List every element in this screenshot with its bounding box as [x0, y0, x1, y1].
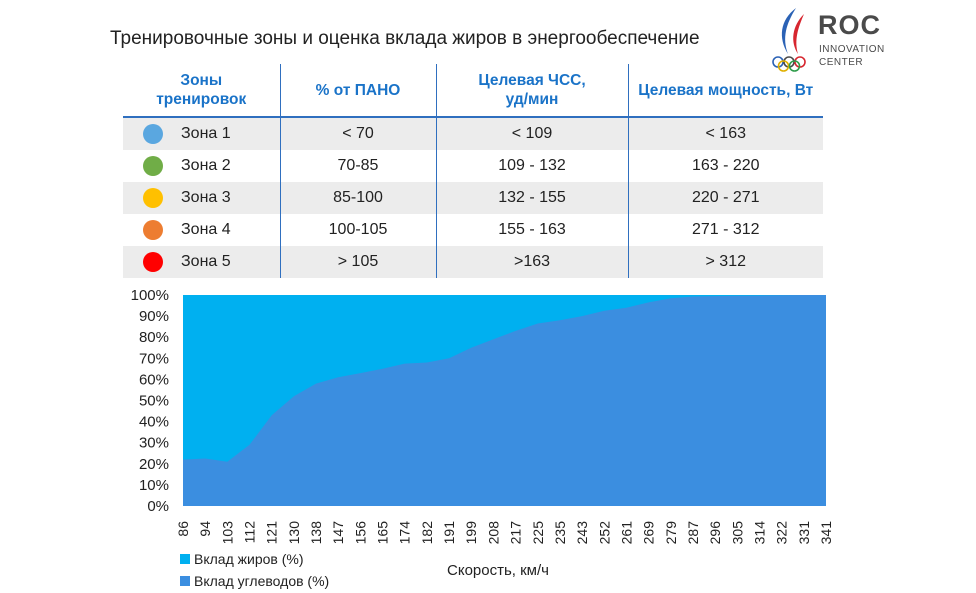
pano-cell: > 105 [279, 246, 436, 278]
x-tick-label: 94 [197, 521, 213, 537]
x-tick-label: 182 [419, 521, 435, 545]
zone-name: Зона 5 [181, 253, 231, 270]
power-cell: 220 - 271 [627, 182, 823, 214]
logo-word: ROC [818, 10, 881, 40]
power-cell: > 312 [627, 246, 823, 278]
zone-color-dot [143, 188, 163, 208]
hr-cell: 132 - 155 [435, 182, 628, 214]
pano-cell: 85-100 [279, 182, 436, 214]
x-tick-label: 243 [574, 521, 590, 545]
header-hr: Целевая ЧСС, уд/мин [435, 64, 628, 118]
training-zones-table: Зоны тренировок % от ПАНО Целевая ЧСС, у… [123, 64, 823, 278]
pano-cell: 70-85 [279, 150, 436, 182]
x-tick-label: 305 [729, 521, 745, 545]
hr-cell: 109 - 132 [435, 150, 628, 182]
zone-cell: Зона 5 [123, 246, 280, 278]
x-tick-label: 314 [751, 521, 767, 545]
zone-cell: Зона 2 [123, 150, 280, 182]
power-cell: 271 - 312 [627, 214, 823, 246]
x-tick-label: 341 [818, 521, 834, 545]
zone-cell: Зона 1 [123, 117, 280, 150]
legend-label-fat: Вклад жиров (%) [194, 551, 304, 567]
table-row: Зона 3 85-100 132 - 155 220 - 271 [123, 182, 823, 214]
table-row: Зона 1 < 70 < 109 < 163 [123, 117, 823, 150]
x-tick-label: 296 [707, 521, 723, 545]
x-tick-label: 138 [308, 521, 324, 545]
roc-logo: ROC INNOVATION CENTER [770, 6, 900, 72]
y-tick-label: 0% [147, 498, 169, 515]
logo-subtitle-line2: CENTER [819, 57, 864, 68]
x-tick-label: 331 [796, 521, 812, 545]
zone-name: Зона 2 [181, 157, 231, 174]
zone-color-dot [143, 252, 163, 272]
hr-cell: >163 [435, 246, 628, 278]
x-tick-label: 279 [663, 521, 679, 545]
y-tick-label: 60% [139, 371, 169, 388]
zone-name: Зона 4 [181, 221, 231, 238]
y-tick-label: 50% [139, 393, 169, 410]
zone-cell: Зона 3 [123, 182, 280, 214]
chart-legend: Вклад жиров (%) Вклад углеводов (%) [180, 548, 329, 592]
x-axis-label: Скорость, км/ч [447, 562, 549, 579]
y-tick-label: 40% [139, 414, 169, 431]
table-row: Зона 5 > 105 >163 > 312 [123, 246, 823, 278]
legend-item-fat: Вклад жиров (%) [180, 548, 329, 570]
x-tick-label: 217 [508, 521, 524, 545]
x-tick-label: 269 [641, 521, 657, 545]
x-tick-label: 235 [552, 521, 568, 545]
x-tick-label: 225 [530, 521, 546, 545]
power-cell: < 163 [627, 117, 823, 150]
x-tick-label: 121 [264, 521, 280, 545]
pano-cell: 100-105 [279, 214, 436, 246]
x-tick-label: 208 [485, 521, 501, 545]
table-header-row: Зоны тренировок % от ПАНО Целевая ЧСС, у… [123, 64, 823, 118]
legend-label-carbs: Вклад углеводов (%) [194, 573, 330, 589]
zone-cell: Зона 4 [123, 214, 280, 246]
legend-swatch-carbs [180, 576, 190, 586]
x-tick-label: 130 [286, 521, 302, 545]
y-tick-label: 90% [139, 308, 169, 325]
y-tick-label: 10% [139, 477, 169, 494]
hr-cell: 155 - 163 [435, 214, 628, 246]
x-tick-label: 252 [596, 521, 612, 545]
y-tick-label: 20% [139, 456, 169, 473]
zone-color-dot [143, 220, 163, 240]
header-pano: % от ПАНО [279, 64, 436, 118]
x-tick-label: 191 [441, 521, 457, 545]
table-row: Зона 4 100-105 155 - 163 271 - 312 [123, 214, 823, 246]
legend-item-carbs: Вклад углеводов (%) [180, 570, 329, 592]
zone-color-dot [143, 156, 163, 176]
hr-cell: < 109 [435, 117, 628, 150]
x-tick-label: 103 [219, 521, 235, 545]
y-tick-label: 30% [139, 435, 169, 452]
y-tick-label: 80% [139, 329, 169, 346]
logo-subtitle-line1: INNOVATION [819, 44, 885, 55]
fat-carb-contribution-chart: 0% 10% 20% 30% 40% 50% 60% 70% 80% 90% 100% 86 94 10… [131, 287, 834, 545]
header-zones: Зоны тренировок [123, 64, 280, 118]
x-tick-label: 261 [618, 521, 634, 545]
x-tick-label: 156 [352, 521, 368, 545]
pano-cell: < 70 [279, 117, 436, 150]
x-tick-label: 86 [175, 521, 191, 537]
table-row: Зона 2 70-85 109 - 132 163 - 220 [123, 150, 823, 182]
y-tick-label: 100% [131, 287, 169, 304]
legend-swatch-fat [180, 554, 190, 564]
y-tick-label: 70% [139, 350, 169, 367]
zone-name: Зона 1 [181, 125, 231, 142]
zone-color-dot [143, 124, 163, 144]
header-power: Целевая мощность, Вт [627, 64, 823, 118]
x-tick-label: 174 [397, 521, 413, 545]
x-tick-label: 165 [375, 521, 391, 545]
zone-name: Зона 3 [181, 189, 231, 206]
x-tick-label: 287 [685, 521, 701, 545]
x-tick-label: 322 [774, 521, 790, 545]
x-tick-label: 199 [463, 521, 479, 545]
page-title: Тренировочные зоны и оценка вклада жиров… [110, 28, 700, 49]
power-cell: 163 - 220 [627, 150, 823, 182]
x-tick-label: 112 [242, 521, 258, 544]
x-tick-label: 147 [330, 521, 346, 545]
flame-rings-icon [772, 8, 806, 72]
area-carbs [183, 295, 826, 506]
